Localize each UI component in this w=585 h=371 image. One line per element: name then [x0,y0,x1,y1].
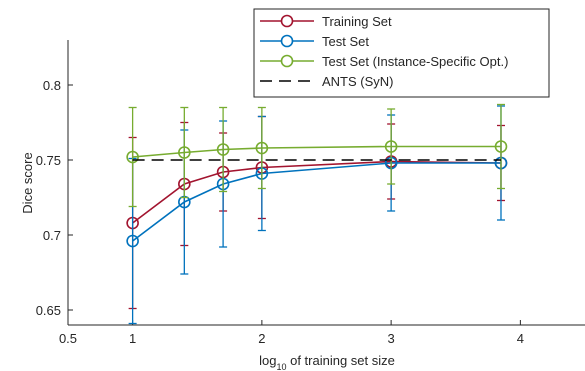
legend-label: Test Set (Instance-Specific Opt.) [322,54,508,69]
legend-marker [280,14,294,28]
error-bar [496,103,505,190]
series-line [132,160,501,224]
y-tick-label: 0.7 [43,228,61,243]
y-tick-label: 0.75 [36,153,61,168]
legend-entry: ANTS (SyN) [260,74,394,89]
series-group [126,103,508,325]
x-tick-label: 0.5 [59,331,77,346]
series-line [132,162,501,242]
x-axis-label-sub: 10 [276,362,286,371]
axes [67,40,585,326]
legend-entry: Training Set [260,14,392,29]
legend-label: Test Set [322,34,369,49]
x-tick-label: 2 [258,331,265,346]
data-point [126,150,139,164]
error-bar [387,108,396,185]
x-axis-label-post: of training set size [286,353,394,368]
y-tick-label: 0.65 [36,303,61,318]
x-axis-label: log10 of training set size [259,353,395,371]
legend-box [253,8,550,98]
legend-entry: Test Set [260,34,369,49]
x-tick-label: 1 [129,331,136,346]
axis-ticks: 0.5 1 2 3 4 0.65 0.7 0.75 0.8 [36,78,524,346]
x-tick-label: 3 [388,331,395,346]
x-axis-label-pre: log [259,353,276,368]
legend-marker [280,54,294,68]
legend-label: Training Set [322,14,392,29]
error-bar [128,106,137,208]
error-bar [219,106,228,193]
legend-marker [280,34,294,48]
data-point [255,141,269,155]
legend-entry: Test Set (Instance-Specific Opt.) [260,54,508,69]
legend-label: ANTS (SyN) [322,74,394,89]
y-tick-label: 0.8 [43,78,61,93]
series-2 [126,103,508,208]
legend: Training Set Test Set Test Set (Instance-S… [253,8,550,98]
data-point [178,146,191,159]
data-point [126,234,139,248]
data-point [216,143,230,156]
y-axis-label: Dice score [20,152,35,213]
data-point [494,140,508,153]
x-tick-label: 4 [517,331,524,346]
series-line [132,145,501,158]
error-bar [180,106,189,199]
error-bar [257,106,266,190]
data-point [384,140,398,153]
